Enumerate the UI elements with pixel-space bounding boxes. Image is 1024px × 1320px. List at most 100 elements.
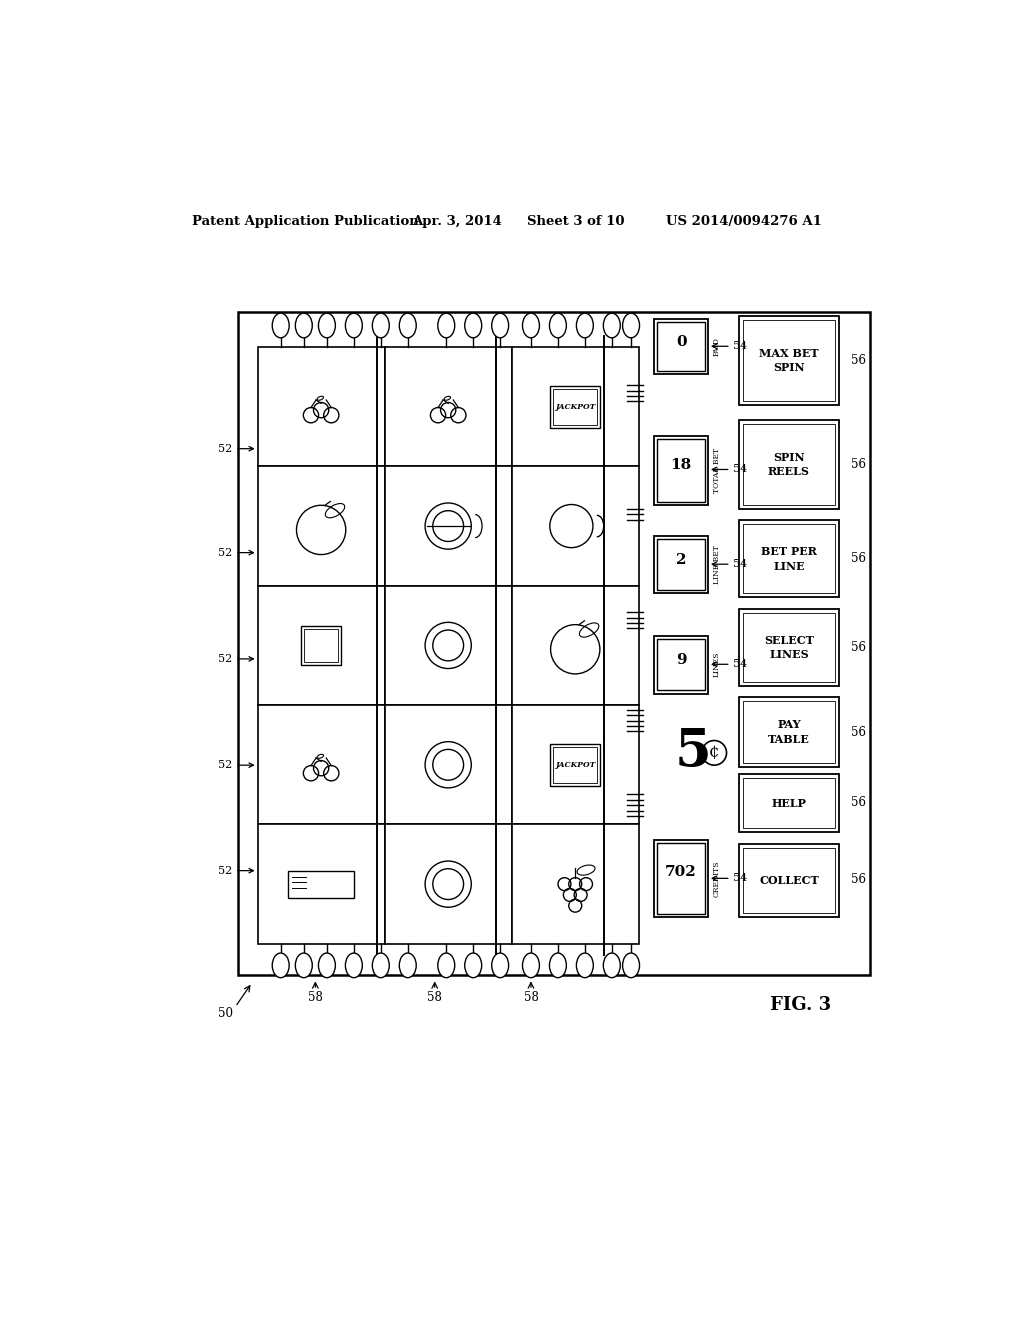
Text: 58: 58 — [523, 991, 539, 1005]
Text: SELECT
LINES: SELECT LINES — [764, 635, 814, 660]
Ellipse shape — [399, 953, 416, 978]
Bar — [385, 586, 512, 705]
Text: LINES: LINES — [713, 652, 721, 677]
Ellipse shape — [318, 313, 336, 338]
Text: HELP: HELP — [771, 797, 806, 809]
Text: 56: 56 — [851, 552, 865, 565]
Bar — [258, 705, 385, 825]
Text: 58: 58 — [308, 991, 323, 1005]
Bar — [739, 520, 839, 597]
Text: 2: 2 — [676, 553, 686, 568]
Text: 56: 56 — [851, 796, 865, 809]
Text: JACKPOT: JACKPOT — [555, 760, 595, 768]
Bar — [385, 466, 512, 586]
Ellipse shape — [373, 953, 389, 978]
Text: 54: 54 — [713, 560, 748, 569]
Bar — [654, 636, 708, 693]
Bar — [289, 871, 354, 898]
Bar — [654, 840, 708, 917]
Bar — [742, 779, 836, 829]
Bar — [258, 586, 385, 705]
Text: LINE BET: LINE BET — [713, 545, 721, 583]
Text: 50: 50 — [218, 1007, 232, 1019]
Text: Patent Application Publication: Patent Application Publication — [193, 215, 419, 228]
Ellipse shape — [295, 313, 312, 338]
Text: 52: 52 — [218, 548, 253, 557]
Text: Sheet 3 of 10: Sheet 3 of 10 — [527, 215, 625, 228]
Text: CREDITS: CREDITS — [713, 861, 721, 896]
Text: ¢: ¢ — [709, 744, 720, 762]
Bar — [742, 612, 836, 682]
Bar — [258, 825, 385, 944]
Bar — [512, 466, 639, 586]
Bar — [739, 317, 839, 405]
Text: 56: 56 — [851, 874, 865, 887]
Ellipse shape — [623, 313, 640, 338]
Bar — [739, 420, 839, 508]
Bar — [654, 536, 708, 594]
Ellipse shape — [438, 313, 455, 338]
Bar — [657, 843, 705, 913]
Text: BET PER
LINE: BET PER LINE — [761, 546, 817, 572]
Bar — [258, 347, 385, 466]
Bar — [657, 322, 705, 371]
Text: SPIN
REELS: SPIN REELS — [768, 451, 810, 478]
Text: 54: 54 — [713, 342, 748, 351]
Ellipse shape — [465, 313, 481, 338]
Text: 9: 9 — [676, 653, 686, 667]
Text: 702: 702 — [666, 865, 697, 879]
Text: 56: 56 — [851, 354, 865, 367]
Text: 54: 54 — [713, 465, 748, 474]
Ellipse shape — [318, 953, 336, 978]
Bar — [657, 438, 705, 502]
Bar — [385, 705, 512, 825]
Text: 18: 18 — [671, 458, 692, 471]
Bar — [742, 321, 836, 401]
Text: 52: 52 — [218, 866, 253, 875]
Text: 54: 54 — [713, 659, 748, 669]
Text: 52: 52 — [218, 653, 253, 664]
Bar — [301, 626, 341, 665]
Ellipse shape — [438, 953, 455, 978]
Ellipse shape — [465, 953, 481, 978]
Bar — [304, 630, 338, 661]
Bar — [742, 424, 836, 506]
Text: PAID: PAID — [713, 337, 721, 356]
Text: 56: 56 — [851, 726, 865, 739]
Bar — [550, 743, 600, 785]
Bar — [512, 347, 639, 466]
Text: 54: 54 — [713, 874, 748, 883]
Ellipse shape — [492, 953, 509, 978]
Ellipse shape — [603, 313, 621, 338]
Bar — [512, 586, 639, 705]
Ellipse shape — [603, 953, 621, 978]
Bar — [739, 775, 839, 832]
Ellipse shape — [345, 953, 362, 978]
Bar — [512, 705, 639, 825]
Bar — [742, 524, 836, 594]
Text: 52: 52 — [218, 444, 253, 454]
Bar — [550, 385, 600, 428]
Bar — [512, 825, 639, 944]
Bar — [385, 347, 512, 466]
Ellipse shape — [492, 313, 509, 338]
Bar — [239, 313, 869, 974]
Bar — [385, 825, 512, 944]
Ellipse shape — [577, 953, 593, 978]
Bar — [657, 539, 705, 590]
Ellipse shape — [272, 953, 289, 978]
Text: 52: 52 — [218, 760, 253, 770]
Text: 0: 0 — [676, 335, 686, 348]
Bar — [553, 388, 597, 425]
Text: 56: 56 — [851, 640, 865, 653]
Bar — [657, 639, 705, 690]
Text: Apr. 3, 2014: Apr. 3, 2014 — [412, 215, 502, 228]
Ellipse shape — [623, 953, 640, 978]
Ellipse shape — [550, 313, 566, 338]
Bar — [553, 747, 597, 783]
Ellipse shape — [550, 953, 566, 978]
Bar — [742, 847, 836, 913]
Text: PAY
TABLE: PAY TABLE — [768, 719, 810, 744]
Ellipse shape — [373, 313, 389, 338]
Text: 58: 58 — [427, 991, 442, 1005]
